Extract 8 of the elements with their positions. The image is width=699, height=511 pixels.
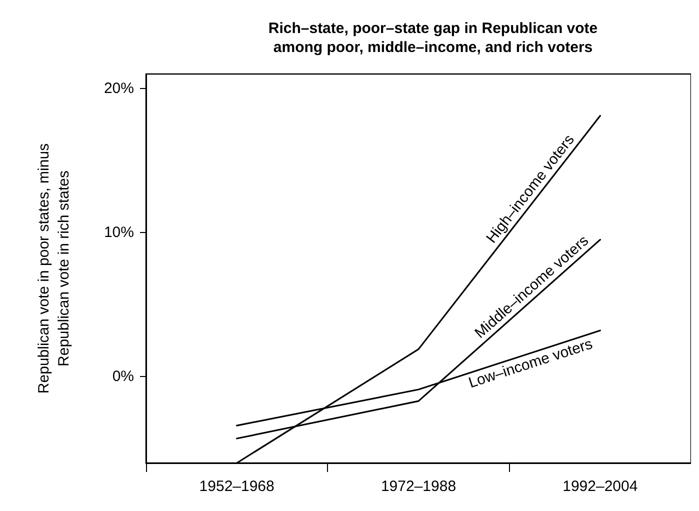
- y-axis-title: Republican vote in poor states, minus Republican vote in rich states: [36, 143, 72, 394]
- chart-title: Rich–state, poor–state gap in Republican vote among poor, middle–income, and rich voters: [268, 20, 598, 56]
- x-tick-label: 1992–2004: [562, 478, 638, 495]
- x-tick-label: 1972–1988: [380, 478, 456, 495]
- y-tick-label: 10%: [104, 224, 134, 241]
- y-tick-label: 20%: [104, 80, 134, 97]
- x-tick-label: 1952–1968: [199, 478, 274, 495]
- y-tick-label: 0%: [112, 368, 134, 386]
